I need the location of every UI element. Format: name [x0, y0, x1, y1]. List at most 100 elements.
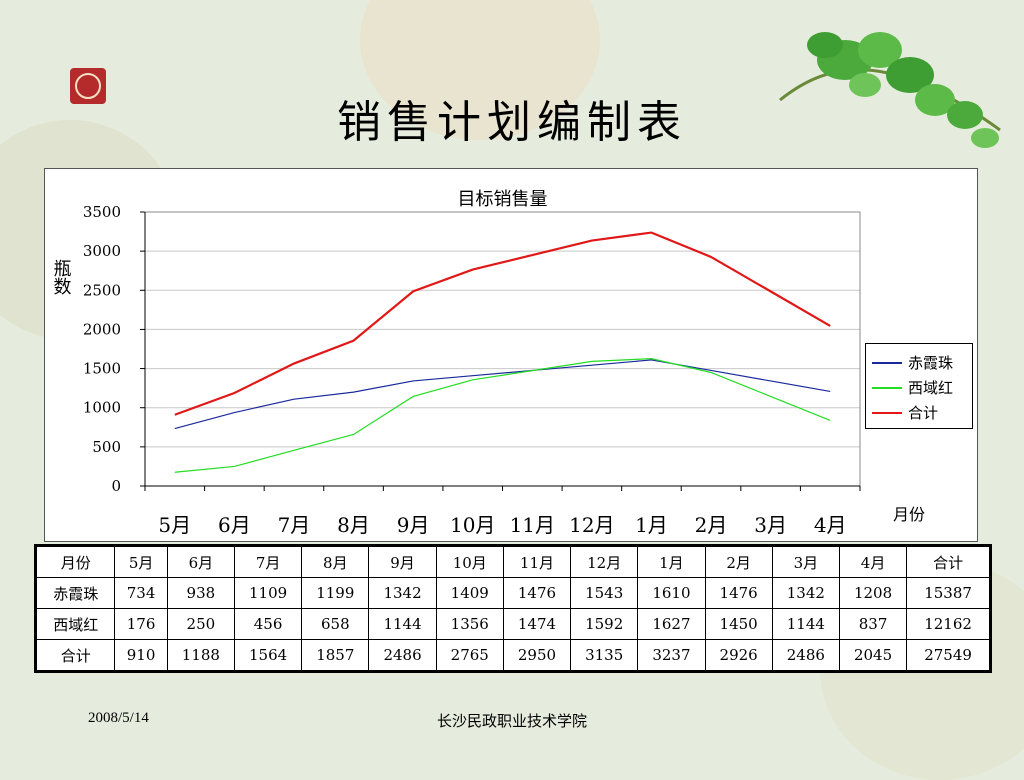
table-cell: 11月	[502, 545, 572, 578]
table-cell: 938	[166, 577, 235, 609]
x-tick-label: 6月	[218, 513, 251, 537]
table-cell: 西域红	[34, 608, 116, 640]
series-line	[174, 358, 831, 473]
table-cell: 910	[114, 639, 168, 672]
table-cell: 4月	[838, 545, 908, 578]
table-cell: 1450	[704, 608, 773, 640]
table-cell: 1342	[771, 577, 840, 609]
y-tick-label: 1500	[83, 360, 121, 378]
table-cell: 658	[301, 608, 370, 640]
table-cell: 1610	[637, 577, 706, 609]
legend-swatch	[872, 411, 902, 414]
table-cell: 1208	[838, 577, 908, 609]
footer-date: 2008/5/14	[88, 710, 149, 726]
x-tick-label: 2月	[695, 513, 728, 537]
table-cell: 8月	[301, 545, 370, 578]
table-cell: 合计	[906, 545, 991, 578]
series-line	[174, 359, 831, 430]
x-axis-label: 月份	[893, 505, 925, 524]
x-tick-label: 10月	[450, 513, 495, 537]
table-cell: 2486	[368, 639, 437, 672]
table-cell: 2765	[435, 639, 504, 672]
table-cell: 1109	[233, 577, 303, 609]
table-cell: 837	[838, 608, 908, 640]
table-cell: 1月	[637, 545, 706, 578]
table-cell: 2950	[502, 639, 572, 672]
vine-leaves-decoration	[779, 32, 1001, 148]
plot-area	[144, 211, 861, 487]
table-cell: 3月	[771, 545, 840, 578]
table-cell: 1592	[570, 608, 639, 640]
table-cell: 月份	[34, 545, 116, 578]
x-tick-label: 1月	[635, 513, 668, 537]
legend-item: 西域红	[872, 375, 966, 400]
table-cell: 1476	[502, 577, 572, 609]
y-tick-label: 3500	[83, 203, 121, 221]
table-cell: 1144	[368, 608, 437, 640]
line-chart: 0 500 1000 1500 2000 2500 3000 3500 5月 6月 7月 8月 9月 10…	[44, 168, 978, 542]
table-cell: 1188	[166, 639, 235, 672]
y-tick-label: 500	[92, 438, 121, 456]
y-axis-label: 瓶数	[51, 259, 72, 295]
table-cell: 6月	[166, 545, 235, 578]
series-line	[174, 231, 831, 416]
y-tick-label: 2500	[83, 281, 121, 299]
table-cell: 734	[114, 577, 168, 609]
school-logo	[70, 68, 106, 104]
y-tick-label: 2000	[83, 320, 121, 338]
table-cell: 15387	[906, 577, 991, 609]
table-cell: 2926	[704, 639, 773, 672]
table-row: 西域红 176 250 456 658 1144 1356 1474 1592 1627 1450 1…	[34, 608, 991, 640]
x-tick-label: 11月	[510, 513, 555, 537]
slide-title: 销售计划编制表	[337, 97, 687, 148]
legend-item: 合计	[872, 400, 966, 425]
table-row: 合计 910 1188 1564 1857 2486 2765 2950 3135 3237 292…	[34, 639, 991, 672]
chart-canvas: 0 500 1000 1500 2000 2500 3000 3500 5月 6月 7月 8月 9月 10…	[51, 189, 926, 537]
x-tick-label: 12月	[569, 513, 614, 537]
table-row: 赤霞珠 734 938 1109 1199 1342 1409 1476 1543 1610 147…	[34, 577, 991, 609]
table-cell: 1356	[435, 608, 504, 640]
x-tick-label: 5月	[158, 513, 191, 537]
sales-plan-table: 月份 5月 6月 7月 8月 9月 10月 11月 12月 1月 2月 3月 4月 合计 赤霞珠 734 938…	[34, 544, 992, 673]
table-cell: 12162	[906, 608, 991, 640]
legend-label: 赤霞珠	[908, 354, 954, 372]
table-cell: 1543	[570, 577, 639, 609]
x-tick-label: 3月	[754, 513, 787, 537]
table-cell: 456	[233, 608, 303, 640]
legend-item: 赤霞珠	[872, 350, 966, 375]
legend-swatch	[872, 361, 902, 364]
table-cell: 9月	[368, 545, 437, 578]
table-header-row: 月份 5月 6月 7月 8月 9月 10月 11月 12月 1月 2月 3月 4月 合计	[34, 545, 991, 578]
table-cell: 5月	[114, 545, 168, 578]
table-cell: 合计	[34, 639, 116, 672]
table-cell: 2月	[704, 545, 773, 578]
table-cell: 2486	[771, 639, 840, 672]
table-cell: 1476	[704, 577, 773, 609]
chart-legend: 赤霞珠 西域红 合计	[865, 343, 973, 429]
chart-title: 目标销售量	[458, 189, 548, 210]
table-cell: 3237	[637, 639, 706, 672]
table-cell: 250	[166, 608, 235, 640]
legend-label: 西域红	[908, 379, 954, 397]
table-cell: 1857	[301, 639, 370, 672]
table-cell: 7月	[233, 545, 303, 578]
table-cell: 176	[114, 608, 168, 640]
y-tick-label: 0	[111, 477, 121, 495]
table-cell: 1474	[502, 608, 572, 640]
y-tick-label: 1000	[83, 399, 121, 417]
table-cell: 1144	[771, 608, 840, 640]
y-tick-label: 3000	[83, 242, 121, 260]
table-cell: 1342	[368, 577, 437, 609]
table-cell: 1199	[301, 577, 370, 609]
x-tick-label: 9月	[397, 513, 430, 537]
table-cell: 12月	[570, 545, 639, 578]
table-cell: 3135	[570, 639, 639, 672]
legend-swatch	[872, 386, 902, 389]
x-tick-label: 7月	[278, 513, 311, 537]
table-cell: 1409	[435, 577, 504, 609]
table-cell: 1627	[637, 608, 706, 640]
footer-organization: 长沙民政职业技术学院	[436, 712, 587, 730]
table-cell: 27549	[906, 639, 991, 672]
x-tick-label: 8月	[337, 513, 370, 537]
table-cell: 10月	[435, 545, 504, 578]
